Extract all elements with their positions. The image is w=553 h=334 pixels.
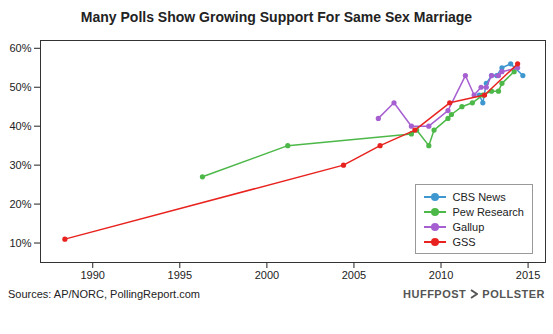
svg-text:20%: 20% — [9, 198, 31, 210]
svg-text:1990: 1990 — [80, 269, 104, 281]
html-text:Sources: AP/NORC, PollingRepor: Sources: AP/NORC, PollingReport.com — [8, 288, 200, 300]
html-text:POLLSTER: POLLSTER — [482, 288, 545, 300]
html-text:CBS News: CBS News — [452, 190, 506, 203]
svg-text:2000: 2000 — [255, 269, 279, 281]
svg-text:1995: 1995 — [168, 269, 192, 281]
svg-text:50%: 50% — [9, 81, 31, 93]
svg-text:2010: 2010 — [429, 269, 453, 281]
svg-text:2005: 2005 — [342, 269, 366, 281]
html-text:Many Polls Show Growing Suppor: Many Polls Show Growing Support For Same… — [80, 9, 473, 25]
svg-text:30%: 30% — [9, 159, 31, 171]
html-text:Pew Research: Pew Research — [452, 205, 524, 218]
svg-text:10%: 10% — [9, 237, 31, 249]
svg-text:2015: 2015 — [516, 269, 540, 281]
svg-text:60%: 60% — [9, 42, 31, 54]
html-text:HUFFPOST: HUFFPOST — [403, 288, 467, 300]
html-text:Gallup: Gallup — [452, 220, 485, 233]
html-text:GSS: GSS — [452, 235, 476, 248]
svg-text:40%: 40% — [9, 120, 31, 132]
